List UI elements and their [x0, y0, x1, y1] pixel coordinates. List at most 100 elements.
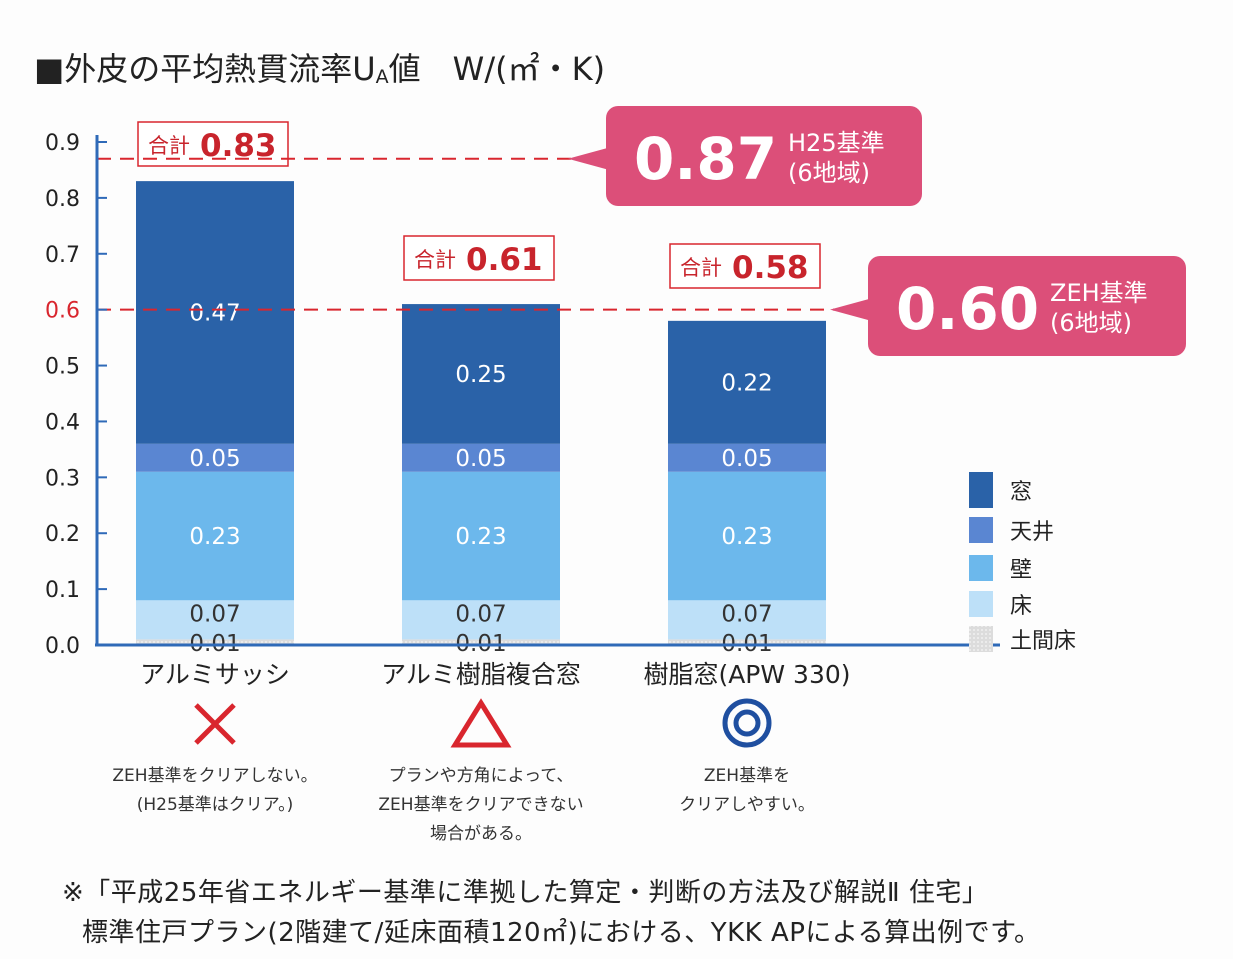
callout-value: 0.87: [634, 125, 777, 193]
legend-item: 窓: [969, 472, 1032, 508]
legend-item: 壁: [969, 555, 1032, 583]
reference-callout: 0.87 H25基準(6地域): [568, 106, 922, 206]
callout-box: [868, 256, 1186, 356]
y-tick-label: 0.9: [45, 131, 80, 156]
total-box-border: [669, 243, 821, 289]
footnote-line-2: 標準住戸プラン(2階建て/延床面積120㎡)における、YKK APによる算出例で…: [82, 918, 1041, 948]
cross-stroke: [194, 703, 236, 745]
bar-segment: [136, 600, 294, 640]
bar-value-label: 0.07: [455, 601, 506, 627]
rating-note: クリアしやすい。: [679, 795, 815, 815]
legend-swatch: [969, 626, 993, 652]
inner-circle: [733, 709, 761, 737]
legend-item: 床: [969, 591, 1032, 619]
rating-note: ZEH基準をクリアできない: [378, 795, 583, 815]
title-subscript: A: [376, 66, 389, 88]
bar-value-label: 0.07: [189, 601, 240, 627]
y-tick-label: 0.1: [45, 578, 80, 603]
bar-value-label: 0.23: [189, 524, 240, 550]
bar-value-label: 0.05: [455, 446, 506, 472]
callout-line1: H25基準: [788, 129, 885, 157]
total-value: 0.61: [466, 242, 543, 278]
total-prefix: 合計: [414, 248, 456, 272]
reference-callout: 0.60 ZEH基準(6地域): [830, 256, 1186, 356]
bar-segment: [402, 639, 560, 645]
category-label: アルミサッシ: [140, 660, 290, 689]
bar-value-label: 0.47: [189, 300, 240, 326]
legend-item: 土間床: [969, 626, 1076, 654]
title-square-icon: ■: [34, 50, 64, 88]
bar-segment: [668, 471, 826, 601]
callout-line2: (6地域): [1050, 309, 1132, 337]
bar-segment: [668, 600, 826, 640]
legend-label: 土間床: [1010, 629, 1076, 654]
total-box-border: [403, 235, 555, 281]
legend-label: 窓: [1010, 480, 1032, 505]
rating-note: ZEH基準を: [704, 766, 790, 786]
legend-swatch: [969, 555, 993, 581]
rating-note: プランや方角によって、: [389, 766, 574, 786]
chart-svg: ■外皮の平均熱貫流率UA値 W/(㎡・K) 0.010.070.230.050.…: [34, 50, 1186, 844]
callout-value: 0.60: [896, 275, 1039, 343]
bar-segment: [668, 639, 826, 645]
callout-pointer: [830, 297, 874, 322]
bar-value-label: 0.23: [721, 524, 772, 550]
bar-value-label: 0.05: [721, 446, 772, 472]
rating-note: 場合がある。: [430, 824, 532, 844]
cross-icon: [194, 703, 236, 745]
y-tick-label: 0.0: [45, 634, 80, 659]
bar-segment: [402, 600, 560, 640]
bar-segment: [402, 471, 560, 601]
reference-lines: 0.87 H25基準(6地域)0.60 ZEH基準(6地域): [97, 106, 1186, 356]
callout-pointer: [568, 146, 612, 171]
bar-segment: [136, 181, 294, 444]
y-tick-label: 0.4: [45, 410, 80, 435]
legend-swatch: [969, 517, 993, 543]
total-value: 0.58: [732, 250, 809, 286]
rating-note: (H25基準はクリア。): [137, 795, 293, 815]
bar-value-label: 0.05: [189, 446, 240, 472]
callout-line1: ZEH基準: [1050, 279, 1148, 307]
bar-value-label: 0.25: [455, 362, 506, 388]
total-box: 合計 0.61: [403, 235, 555, 281]
outer-circle: [722, 698, 772, 748]
bar-value-label: 0.23: [455, 524, 506, 550]
legend-swatch: [969, 472, 993, 508]
legend-label: 天井: [1010, 520, 1054, 545]
y-tick-label: 0.5: [45, 355, 80, 380]
y-tick-label: 0.2: [45, 522, 80, 547]
bar-segment: [136, 471, 294, 601]
footnote-line-1: ※「平成25年省エネルギー基準に準拠した算定・判断の方法及び解説Ⅱ 住宅」: [62, 878, 989, 908]
y-tick-label: 0.7: [45, 243, 80, 268]
title-main: 外皮の平均熱貫流率U: [64, 50, 375, 88]
y-tick-label: 0.8: [45, 187, 80, 212]
bar-segment: [668, 443, 826, 472]
rating-note: ZEH基準をクリアしない。: [112, 766, 317, 786]
ratings: ZEH基準をクリアしない。 (H25基準はクリア。) プランや方角によって、 ZEH基…: [112, 698, 815, 844]
total-prefix: 合計: [148, 134, 190, 158]
y-tick-label: 0.3: [45, 466, 80, 491]
chart-title-group: ■外皮の平均熱貫流率UA値 W/(㎡・K): [34, 50, 605, 88]
triangle-shape: [450, 698, 512, 748]
bar-segment: [402, 443, 560, 472]
total-box: 合計 0.58: [669, 243, 821, 289]
y-axis: 0.0 0.1 0.2 0.3 0.4 0.5 0.6 0.7 0.8 0.9: [45, 131, 1000, 659]
bars: 0.010.070.230.050.470.010.070.230.050.25…: [136, 121, 826, 657]
title-unit: 値 W/(㎡・K): [389, 50, 605, 88]
bar-segment: [136, 443, 294, 472]
double-circle-icon: [722, 698, 772, 748]
y-tick-label: 0.6: [45, 299, 80, 324]
callout-box: [606, 106, 922, 206]
bar-value-label: 0.07: [721, 601, 772, 627]
category-label: 樹脂窓(APW 330): [643, 660, 850, 689]
bar-segment: [668, 320, 826, 444]
chart-title: ■外皮の平均熱貫流率UA値 W/(㎡・K): [34, 50, 605, 88]
triangle-icon: [450, 698, 512, 748]
legend-item: 天井: [969, 517, 1054, 545]
bar-segment: [402, 304, 560, 444]
x-axis-categories: アルミサッシ アルミ樹脂複合窓 樹脂窓(APW 330): [140, 660, 850, 689]
legend-label: 壁: [1010, 558, 1032, 583]
callout-line2: (6地域): [788, 159, 870, 187]
